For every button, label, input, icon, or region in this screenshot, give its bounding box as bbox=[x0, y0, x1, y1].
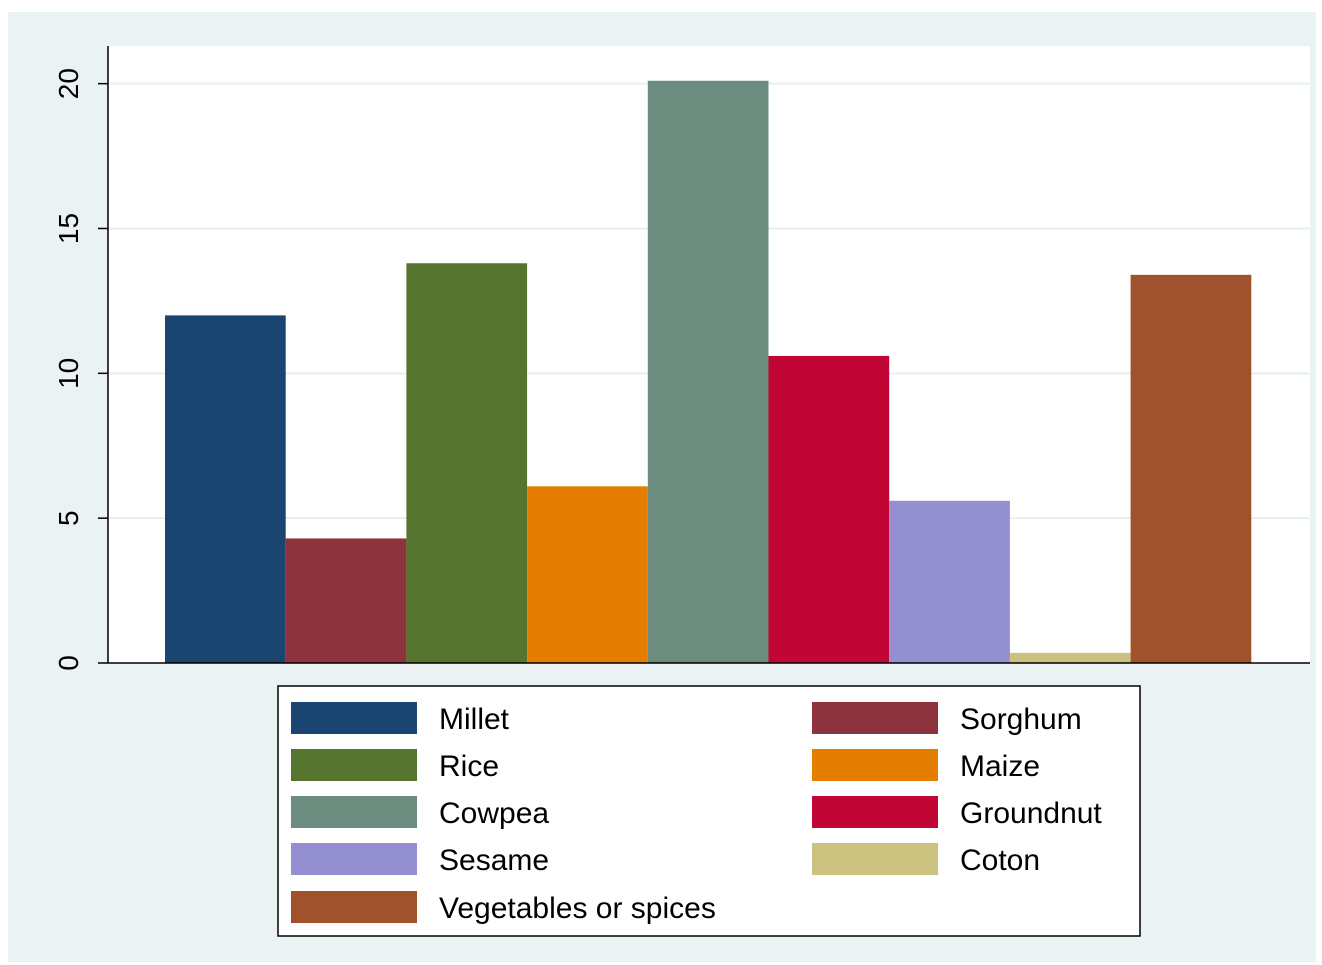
y-axis-ticks: 0 5 10 15 20 bbox=[53, 68, 108, 671]
bar-coton bbox=[1009, 652, 1131, 663]
legend-label-millet: Millet bbox=[439, 703, 510, 736]
bars bbox=[165, 80, 1252, 664]
legend-swatch-maize bbox=[812, 749, 938, 781]
bar-vegetables-or-spices bbox=[1130, 274, 1252, 663]
y-tick-label: 15 bbox=[53, 213, 84, 244]
legend-swatch-vegetables-or-spices bbox=[291, 891, 417, 923]
bar-millet bbox=[165, 315, 286, 663]
legend-swatch-cowpea bbox=[291, 796, 417, 828]
y-tick-label: 20 bbox=[53, 68, 84, 99]
legend-label-cowpea: Cowpea bbox=[439, 797, 549, 830]
chart-frame: 0 5 10 15 20 Millet Sorghum Rice Maize Cowpea Gro… bbox=[8, 12, 1316, 962]
bar-sesame bbox=[889, 500, 1010, 663]
legend-label-maize: Maize bbox=[960, 750, 1040, 783]
y-tick-label: 5 bbox=[53, 510, 84, 526]
bar-groundnut bbox=[768, 355, 890, 663]
bar-maize bbox=[527, 486, 648, 663]
y-tick-label: 10 bbox=[53, 358, 84, 389]
legend-swatch-groundnut bbox=[812, 796, 938, 828]
bar-rice bbox=[406, 263, 528, 663]
bar-sorghum bbox=[285, 538, 407, 663]
legend-swatch-rice bbox=[291, 749, 417, 781]
bar-cowpea bbox=[647, 80, 769, 664]
legend-label-vegetables-or-spices: Vegetables or spices bbox=[439, 892, 716, 925]
legend-label-rice: Rice bbox=[439, 750, 499, 783]
legend-label-groundnut: Groundnut bbox=[960, 797, 1102, 830]
legend-swatch-coton bbox=[812, 843, 938, 875]
legend-swatch-sesame bbox=[291, 843, 417, 875]
legend: Millet Sorghum Rice Maize Cowpea Groundnut Ses… bbox=[277, 685, 1141, 937]
legend-swatch-sorghum bbox=[812, 702, 938, 734]
y-tick-label: 0 bbox=[53, 655, 84, 671]
legend-box bbox=[277, 685, 1141, 937]
bar-chart: 0 5 10 15 20 Millet Sorghum Rice Maize Cowpea Gro… bbox=[53, 46, 1310, 937]
legend-label-sesame: Sesame bbox=[439, 844, 549, 877]
legend-swatch-millet bbox=[291, 702, 417, 734]
legend-label-coton: Coton bbox=[960, 844, 1040, 877]
legend-label-sorghum: Sorghum bbox=[960, 703, 1082, 736]
